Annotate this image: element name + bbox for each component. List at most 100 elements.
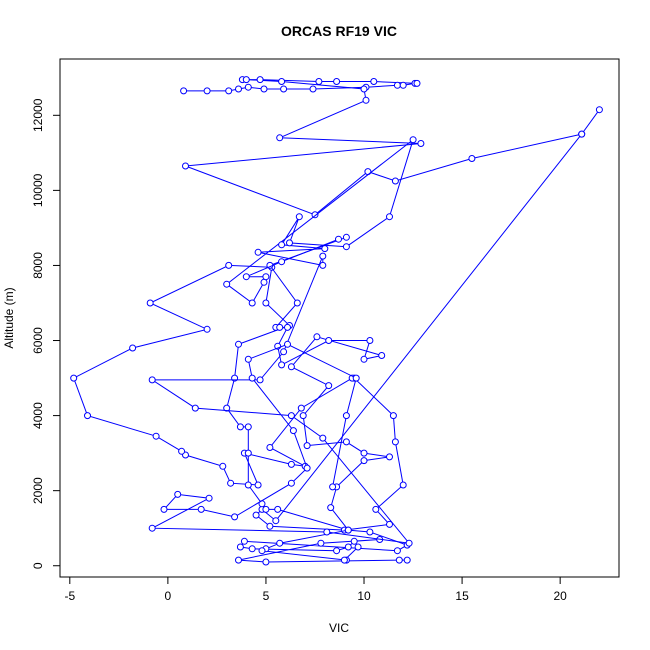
data-point: [278, 78, 286, 85]
data-point: [148, 376, 156, 384]
data-point: [413, 79, 421, 87]
data-point: [323, 528, 331, 536]
data-point: [386, 213, 393, 221]
data-point: [129, 344, 137, 352]
data-point: [329, 483, 337, 491]
data-point: [360, 85, 368, 93]
data-point: [303, 464, 311, 472]
data-point: [468, 155, 476, 162]
x-tick-label: 15: [455, 589, 469, 603]
x-tick-label: 5: [263, 589, 270, 603]
data-point: [70, 374, 78, 382]
data-point: [319, 252, 327, 260]
data-point: [417, 140, 425, 147]
data-point: [240, 537, 248, 545]
x-tick-label: 20: [553, 589, 567, 603]
data-point: [244, 423, 252, 431]
data-point: [319, 434, 327, 442]
data-point: [280, 348, 288, 356]
data-point: [340, 556, 348, 564]
data-point: [197, 505, 205, 513]
data-point: [386, 453, 393, 461]
data-point: [146, 299, 154, 307]
x-tick-label: 0: [165, 589, 172, 603]
data-point: [321, 245, 329, 253]
data-point: [244, 449, 252, 457]
data-point: [205, 494, 213, 502]
data-point: [333, 78, 341, 85]
data-point: [578, 130, 586, 138]
data-point: [258, 547, 266, 555]
data-point: [297, 404, 305, 412]
data-point: [256, 76, 264, 84]
data-point: [287, 460, 295, 468]
data-point: [231, 513, 239, 521]
data-point: [235, 556, 242, 564]
data-point: [225, 261, 233, 269]
data-point: [280, 85, 288, 93]
data-point: [389, 412, 397, 420]
data-point: [395, 556, 403, 564]
data-point: [260, 85, 268, 93]
series-4: [148, 136, 417, 547]
data-point: [303, 442, 311, 450]
data-point: [362, 96, 370, 104]
x-axis-label: VIC: [329, 621, 349, 635]
data-point: [309, 85, 317, 93]
data-point: [393, 547, 401, 555]
data-point: [266, 444, 274, 451]
data-point: [223, 404, 231, 412]
data-point: [235, 85, 242, 93]
data-point: [248, 545, 256, 553]
data-point: [84, 412, 91, 420]
chart-title: ORCAS RF19 VIC: [281, 23, 397, 39]
data-point: [313, 333, 321, 341]
data-point: [403, 556, 411, 564]
data-point: [366, 528, 374, 536]
data-point: [366, 337, 374, 344]
data-point: [219, 462, 227, 470]
data-point: [254, 481, 262, 489]
data-point: [223, 280, 231, 288]
data-point: [287, 412, 295, 420]
data-point: [354, 543, 362, 551]
data-point: [242, 76, 250, 84]
data-point: [276, 134, 284, 142]
data-point: [391, 177, 399, 185]
data-point: [274, 505, 282, 513]
data-point: [256, 376, 264, 384]
data-point: [236, 543, 244, 551]
data-point: [248, 299, 256, 307]
y-tick-label: 2000: [31, 477, 45, 504]
data-point: [360, 355, 368, 363]
data-point: [244, 355, 252, 363]
y-tick-label: 12000: [31, 98, 45, 132]
y-tick-label: 10000: [31, 173, 45, 207]
data-point: [180, 87, 188, 95]
data-point: [278, 241, 286, 249]
series-2: [180, 76, 586, 219]
series-line: [73, 109, 600, 563]
series-3: [258, 233, 393, 564]
data-point: [276, 323, 284, 331]
data-point: [203, 87, 211, 95]
x-axis: -5 0 5 10 15 20: [64, 576, 567, 603]
data-point: [260, 278, 268, 286]
y-tick-label: 4000: [31, 402, 45, 429]
data-point: [236, 423, 244, 431]
data-point: [370, 78, 378, 85]
data-point: [315, 78, 323, 85]
plot-frame: [59, 58, 620, 578]
data-point: [174, 490, 182, 498]
data-point: [342, 243, 350, 251]
data-point: [409, 136, 417, 144]
y-tick-label: 8000: [31, 252, 45, 279]
data-point: [242, 273, 250, 281]
series-line: [150, 138, 415, 544]
data-point: [325, 382, 333, 390]
data-point: [225, 87, 233, 95]
data-point: [284, 340, 291, 348]
data-point: [325, 337, 333, 344]
data-point: [266, 522, 274, 530]
